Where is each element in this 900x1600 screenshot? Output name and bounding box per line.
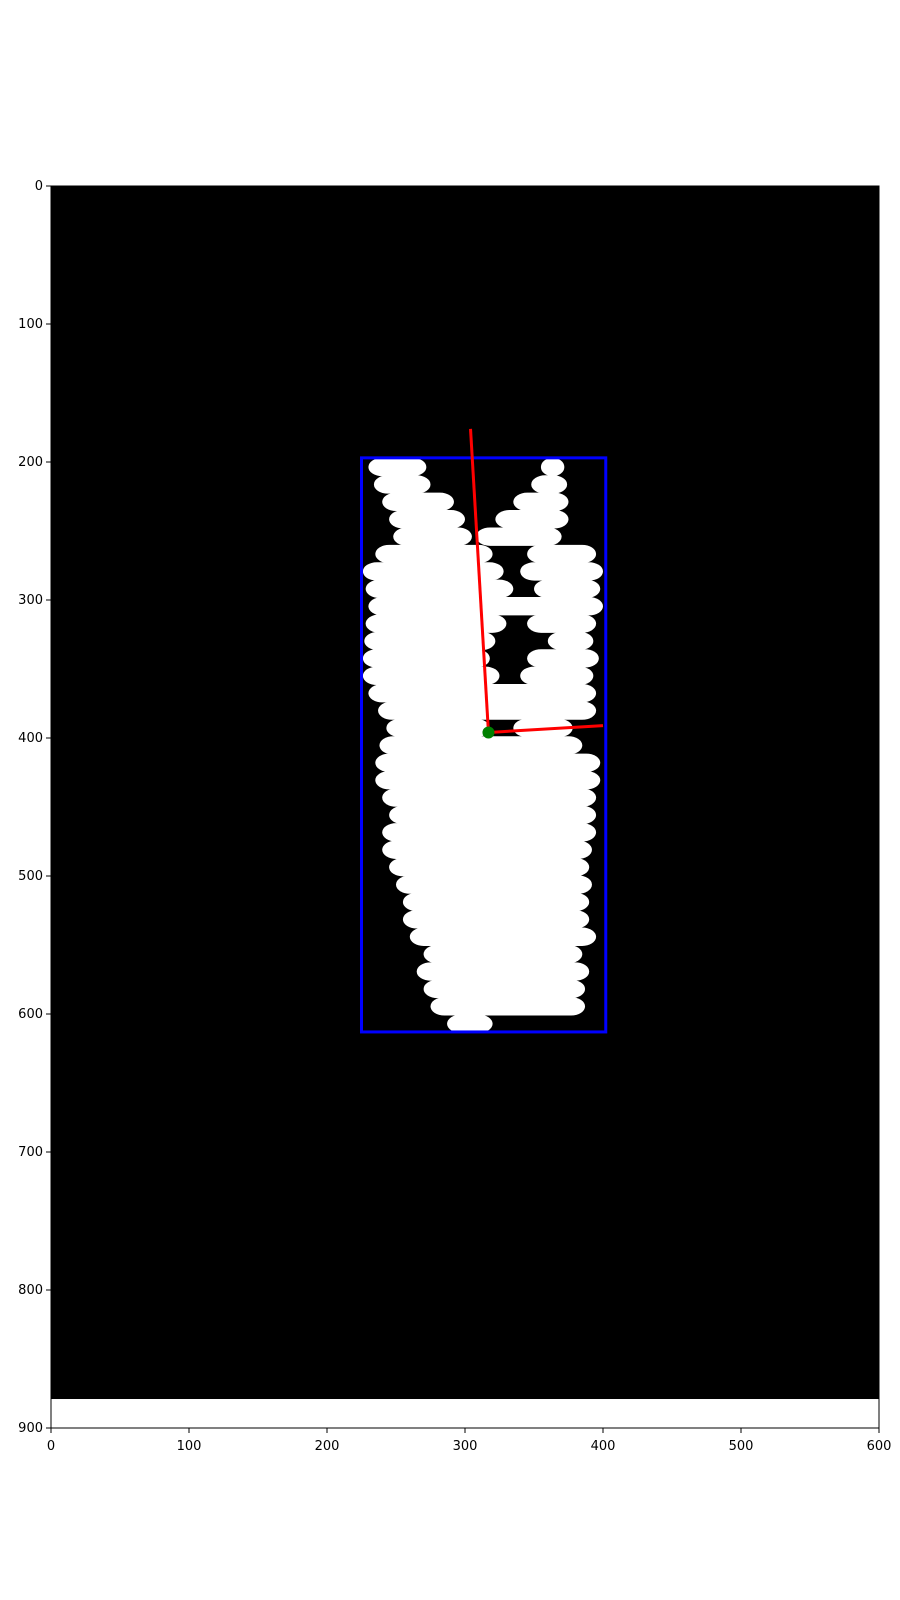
blob-segment xyxy=(402,910,590,929)
blob-segment xyxy=(364,631,496,651)
blob-segment xyxy=(520,666,594,686)
y-axis: 0 100 200 300 400 500 600 700 800 900 xyxy=(18,179,51,1436)
blob-segment xyxy=(531,475,568,494)
blob-segment xyxy=(382,823,597,842)
x-tick-label: 0 xyxy=(47,1439,55,1454)
x-tick-label: 100 xyxy=(177,1439,202,1454)
blob-segment xyxy=(447,1014,493,1033)
blob-segment xyxy=(534,579,601,599)
x-tick-label: 200 xyxy=(315,1439,340,1454)
blob-segment xyxy=(416,962,590,981)
minor-axis xyxy=(488,724,604,734)
blob-segment xyxy=(362,649,490,668)
blob-segment xyxy=(513,492,569,512)
y-tick-label: 600 xyxy=(18,1007,43,1022)
blob-segment xyxy=(368,457,427,477)
mask-image xyxy=(51,186,879,1400)
blob-segment xyxy=(382,840,592,859)
blob-segment xyxy=(547,631,594,651)
x-axis: 0 100 200 300 400 500 600 xyxy=(47,1428,892,1454)
blob-segment xyxy=(527,649,599,668)
y-tick-label: 700 xyxy=(18,1145,43,1160)
blob-segment xyxy=(386,718,490,738)
y-tick-label: 900 xyxy=(18,1421,43,1436)
blob-segment xyxy=(495,510,569,529)
blob-segment xyxy=(476,527,562,546)
y-tick-label: 500 xyxy=(18,869,43,884)
blob-segment xyxy=(393,527,472,546)
blob-segment xyxy=(365,579,514,599)
y-tick-label: 400 xyxy=(18,731,43,746)
blob-segment xyxy=(540,457,565,477)
y-tick-label: 800 xyxy=(18,1283,43,1298)
blob-segment xyxy=(365,614,507,633)
blob-segment xyxy=(375,770,601,790)
blob-segment xyxy=(527,544,597,564)
blob-segment xyxy=(362,562,504,581)
blob-segment xyxy=(423,944,583,964)
blob-segment xyxy=(375,544,493,564)
blob-segment xyxy=(389,857,590,877)
centroid-point xyxy=(482,726,495,739)
blob-segment xyxy=(430,997,586,1016)
y-tick-label: 100 xyxy=(18,317,43,332)
x-tick-label: 500 xyxy=(729,1439,754,1454)
y-tick-label: 200 xyxy=(18,455,43,470)
y-tick-label: 300 xyxy=(18,593,43,608)
blob-segment xyxy=(375,753,601,772)
blob-segment xyxy=(527,614,597,633)
blob-segment xyxy=(379,736,583,755)
x-tick-label: 300 xyxy=(453,1439,478,1454)
blob-segment xyxy=(368,597,603,616)
blob-segment xyxy=(423,979,586,999)
blob-segment xyxy=(409,927,597,946)
blob-segment xyxy=(382,492,454,512)
blob-segment xyxy=(368,684,597,703)
blob-segment xyxy=(373,475,431,494)
y-tick-label: 0 xyxy=(35,179,43,194)
blob-segment xyxy=(382,788,597,807)
blob-segment xyxy=(389,805,597,825)
x-tick-label: 400 xyxy=(591,1439,616,1454)
blob-segment xyxy=(389,510,465,529)
blob-segment xyxy=(520,562,603,581)
overlay-annotations xyxy=(360,428,608,1034)
blob-segment xyxy=(362,666,500,686)
bounding-box xyxy=(360,456,608,1034)
blob-segment xyxy=(402,892,590,912)
major-axis xyxy=(469,428,490,733)
x-tick-label: 600 xyxy=(867,1439,892,1454)
blob-segment xyxy=(396,875,592,894)
